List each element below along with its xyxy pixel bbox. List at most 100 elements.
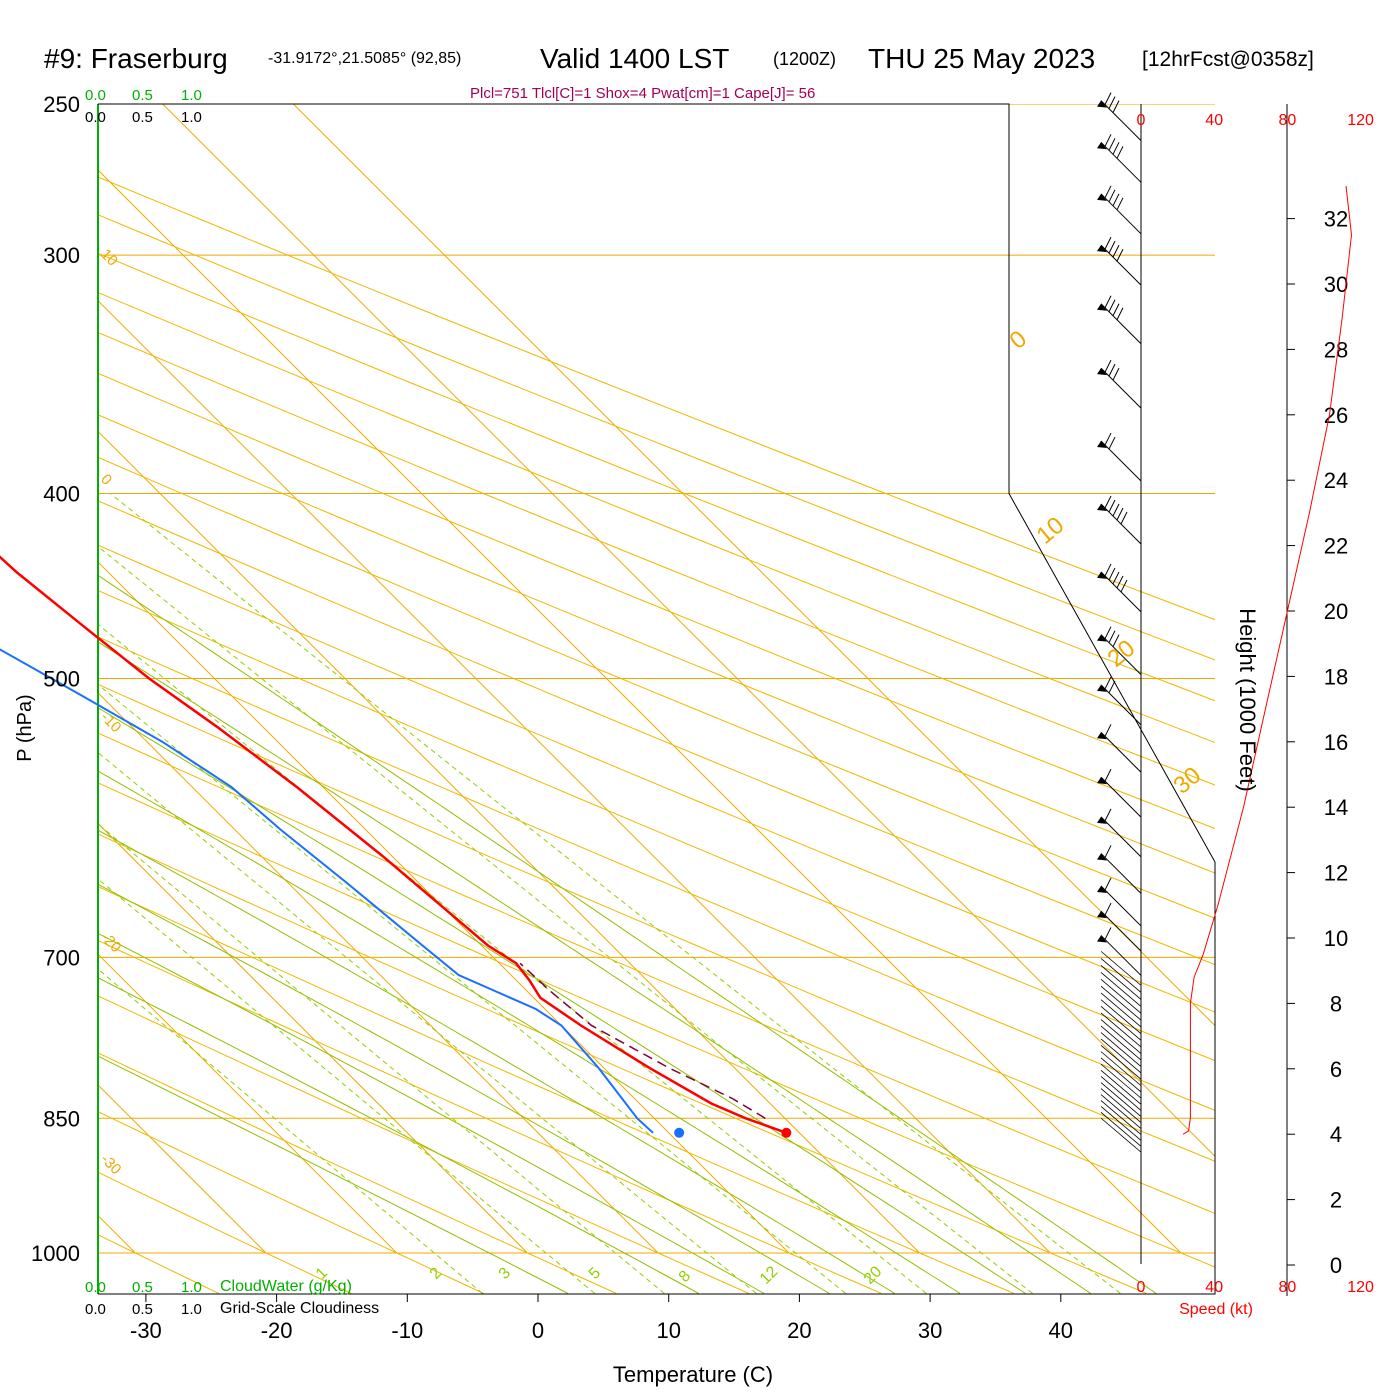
moist-adiabat xyxy=(98,829,895,1294)
barb-feather xyxy=(1112,193,1120,207)
barb-staff xyxy=(1100,853,1142,894)
barb-feather xyxy=(1108,630,1116,643)
wind-barb xyxy=(1097,724,1142,773)
parcel-path xyxy=(519,962,766,1119)
barb-feather xyxy=(1108,499,1116,513)
barb-feather xyxy=(1104,877,1112,891)
barb-feather xyxy=(1104,495,1112,509)
barb-feather xyxy=(1108,680,1116,694)
isotherm xyxy=(98,299,1051,1254)
isotherm xyxy=(98,822,528,1254)
barb-flag xyxy=(1097,504,1107,512)
station-coords: -31.9172°,21.5085° (92,85) xyxy=(268,50,461,67)
barb-feather xyxy=(1112,503,1120,517)
station-title: #9: Fraserburg xyxy=(44,43,228,74)
cloudiness-tick-top-0: 0.0 xyxy=(85,109,106,126)
barb-flag xyxy=(1097,885,1107,893)
wind-barb xyxy=(1097,626,1142,676)
mixing-ratio-line xyxy=(98,623,927,1294)
height-tick-label: 22 xyxy=(1324,534,1348,559)
dry-adiabat xyxy=(98,331,1215,786)
height-tick-label: 18 xyxy=(1324,664,1348,689)
low-level-barb-staff xyxy=(1100,1012,1142,1048)
cloudwater-label: CloudWater (g/Kg) xyxy=(220,1278,352,1295)
height-tick-label: 10 xyxy=(1324,926,1348,951)
dry-adiabat xyxy=(98,500,1215,966)
speed-tick-label-bottom: 120 xyxy=(1347,1279,1374,1296)
low-level-barb-staff xyxy=(1100,999,1142,1034)
barb-flag xyxy=(1097,142,1107,150)
cloudiness-tick-top-2: 1.0 xyxy=(181,109,202,126)
speed-tick-label-bottom: 40 xyxy=(1205,1279,1223,1296)
height-tick-label: 8 xyxy=(1330,991,1342,1016)
mixing-ratio-label: 20 xyxy=(861,1263,886,1288)
height-tick-label: 16 xyxy=(1324,730,1348,755)
cloudiness-tick-bottom-0: 0.0 xyxy=(85,1301,106,1318)
barb-staff xyxy=(1100,634,1142,676)
barb-feather xyxy=(1108,96,1116,109)
isotherm-label: 10 xyxy=(97,246,121,270)
dewpoint-line xyxy=(0,648,654,1134)
dry-adiabat xyxy=(98,456,1215,919)
cloudwater-tick-bottom-1: 0.5 xyxy=(132,1279,153,1296)
barb-staff xyxy=(1100,100,1142,141)
mixing-ratio-line xyxy=(98,683,846,1294)
forecast-info: [12hrFcst@0358z] xyxy=(1142,48,1314,71)
barb-flag xyxy=(1097,911,1107,919)
barb-feather xyxy=(1104,295,1112,308)
isotherm xyxy=(98,561,790,1254)
height-tick-label: 0 xyxy=(1330,1253,1342,1278)
wind-barbs xyxy=(1097,92,1142,1153)
barb-staff xyxy=(1100,731,1142,773)
low-level-barb-staff xyxy=(1100,1111,1142,1147)
dry-adiabat xyxy=(98,414,1215,874)
isotherm xyxy=(98,1084,267,1254)
isotherm-label: -10 xyxy=(97,709,124,736)
barb-flag xyxy=(1097,303,1107,311)
low-level-barb-staff xyxy=(1100,985,1142,1021)
dry-adiabat xyxy=(98,214,1215,661)
barb-feather xyxy=(1104,902,1112,916)
barb-feather xyxy=(1116,197,1124,211)
barb-feather xyxy=(1112,367,1120,381)
barb-feather xyxy=(1104,563,1112,577)
barb-staff xyxy=(1100,367,1142,409)
barb-flag xyxy=(1097,935,1107,943)
barb-flag xyxy=(1097,777,1107,785)
low-level-barb-staff xyxy=(1100,1088,1142,1123)
wind-barb xyxy=(1097,359,1142,409)
wind-barb xyxy=(1097,134,1142,183)
low-level-barb-staff xyxy=(1100,972,1142,1007)
x-axis-title: Temperature (C) xyxy=(613,1362,773,1387)
wind-barb xyxy=(1097,563,1142,613)
x-tick-label: 10 xyxy=(656,1318,680,1343)
wind-barb xyxy=(1097,808,1142,858)
cloudwater-tick-bottom-0: 0.0 xyxy=(85,1279,106,1296)
barb-flag xyxy=(1097,368,1107,376)
x-tick-label: -20 xyxy=(261,1318,293,1343)
barb-flag xyxy=(1097,245,1107,253)
barb-staff xyxy=(1100,303,1142,345)
pressure-tick-label: 300 xyxy=(43,243,80,268)
sounding-indices: Plcl=751 Tlcl[C]=1 Shox=4 Pwat[cm]=1 Cap… xyxy=(470,85,815,102)
height-tick-label: 2 xyxy=(1330,1188,1342,1213)
dry-adiabat xyxy=(98,1052,617,1294)
low-level-barb-staff xyxy=(1100,1045,1142,1080)
barb-flag xyxy=(1097,193,1107,201)
cloudiness-tick-bottom-1: 0.5 xyxy=(132,1301,153,1318)
mixing-ratio-line xyxy=(98,823,665,1294)
barb-staff xyxy=(1100,193,1142,235)
barb-feather xyxy=(1116,575,1124,589)
isotherm xyxy=(98,430,920,1254)
moist-adiabat xyxy=(98,1055,569,1294)
height-tick-label: 4 xyxy=(1330,1122,1342,1147)
low-level-barb-staff xyxy=(1100,1063,1142,1099)
plot-frame xyxy=(97,103,1216,1295)
barb-feather xyxy=(1108,299,1116,312)
wind-barb xyxy=(1097,845,1142,894)
barb-feather xyxy=(1112,244,1120,258)
barb-flag xyxy=(1097,732,1107,740)
height-tick-label: 20 xyxy=(1324,599,1348,624)
barb-feather xyxy=(1104,626,1112,639)
height-tick-label: 12 xyxy=(1324,861,1348,886)
